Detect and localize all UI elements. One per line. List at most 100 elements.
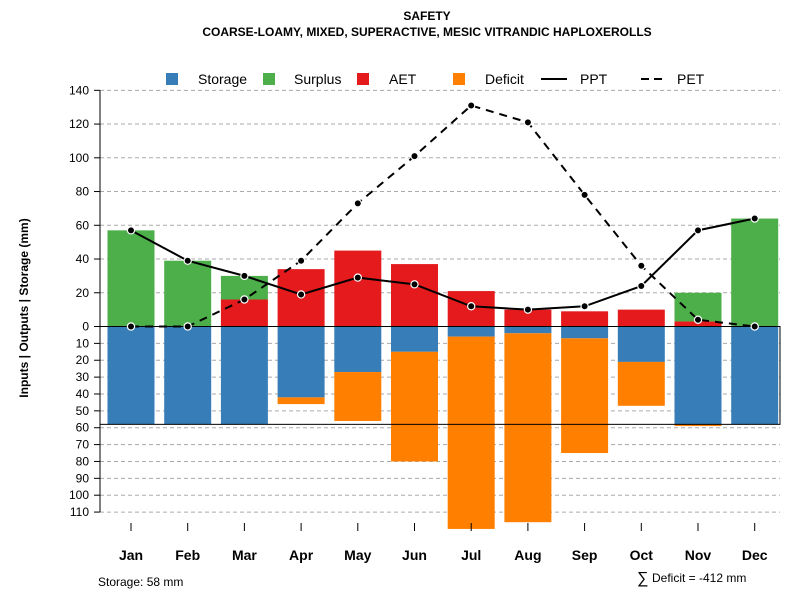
- deficit-bar: [504, 333, 552, 523]
- y-tick-label: 30: [76, 370, 90, 384]
- aet-bar: [220, 299, 268, 327]
- legend-label: PET: [677, 71, 705, 87]
- ppt-line-point: [637, 281, 646, 291]
- storage-bar: [731, 326, 779, 425]
- ppt-line-point: [693, 226, 703, 235]
- x-tick-label: Oct: [630, 547, 654, 563]
- deficit-bar: [561, 338, 609, 454]
- y-tick-label: 60: [76, 421, 90, 435]
- y-tick-label: 120: [69, 117, 89, 131]
- y-tick-label: 40: [76, 252, 90, 266]
- legend-label: Storage: [198, 71, 247, 87]
- y-tick-label: 40: [76, 387, 90, 401]
- axes: 0 20 40 60 80 100 120 140 10 20 30 40 50 60 70 80 90 100 1…: [69, 83, 768, 563]
- legend-label: AET: [389, 71, 417, 87]
- chart-title: SAFETY: [403, 9, 450, 23]
- legend-swatch: [166, 73, 178, 85]
- ppt-line-point: [353, 273, 362, 282]
- surplus-bar: [164, 260, 212, 327]
- storage-bar: [334, 326, 382, 373]
- y-tick-label: 90: [76, 471, 90, 485]
- deficit-sum-symbol: ∑: [637, 570, 648, 587]
- pet-line-point: [693, 315, 703, 324]
- storage-bar: [674, 326, 722, 425]
- pet-line-point: [750, 322, 759, 331]
- deficit-bar: [391, 351, 438, 462]
- storage-bar: [220, 326, 268, 425]
- y-tick-label: 100: [69, 488, 89, 502]
- storage-bar: [391, 326, 438, 352]
- deficit-bar: [447, 336, 495, 529]
- ppt-line-point: [240, 271, 249, 281]
- aet-bar: [674, 321, 722, 327]
- pet-line-point: [467, 101, 476, 110]
- pet-line: [131, 104, 755, 328]
- pet-line-point: [353, 199, 362, 208]
- pet-line-point: [637, 261, 646, 270]
- legend-swatch: [453, 73, 465, 85]
- chart-subtitle: COARSE-LOAMY, MIXED, SUPERACTIVE, MESIC …: [202, 25, 651, 39]
- legend-swatch: [263, 73, 275, 85]
- y-tick-label: 80: [76, 454, 90, 468]
- x-tick-label: Jun: [402, 547, 427, 563]
- storage-bar: [561, 326, 609, 339]
- aet-bar: [334, 250, 382, 327]
- surplus-bar: [107, 230, 155, 327]
- x-tick-label: Feb: [175, 547, 200, 563]
- pet-line-point: [183, 322, 192, 331]
- ppt-line-point: [580, 302, 589, 311]
- deficit-bar: [277, 397, 325, 405]
- legend-label: Deficit: [485, 71, 524, 87]
- ppt-line-point: [750, 214, 759, 223]
- aet-bar: [561, 311, 609, 327]
- legend-swatch: [357, 73, 369, 85]
- ppt-line-point: [126, 226, 136, 235]
- ppt-line-point: [296, 290, 306, 299]
- storage-bar: [447, 326, 495, 337]
- y-tick-label: 20: [76, 286, 90, 300]
- pet-line-point: [240, 295, 249, 304]
- y-tick-label: 0: [82, 320, 89, 334]
- x-tick-label: May: [344, 547, 371, 563]
- x-tick-label: Jan: [119, 547, 143, 563]
- y-tick-label: 10: [76, 336, 90, 350]
- ppt-line-point: [467, 302, 476, 311]
- x-tick-label: Dec: [742, 547, 768, 563]
- surplus-bar: [731, 218, 779, 327]
- y-axis-label: Inputs | Outputs | Storage (mm): [17, 218, 31, 397]
- bars: [99, 218, 781, 529]
- y-tick-label: 20: [76, 353, 90, 367]
- storage-bar: [504, 326, 552, 334]
- legend: Storage Surplus AET Deficit PPT PET: [166, 71, 705, 87]
- series-lines: [126, 101, 759, 331]
- y-tick-label: 80: [76, 185, 90, 199]
- ppt-line-point: [523, 305, 533, 314]
- gridlines: [100, 89, 780, 513]
- ppt-line-point: [410, 280, 419, 289]
- pet-line-point: [523, 118, 533, 127]
- pet-line-point: [580, 190, 589, 200]
- legend-label: Surplus: [294, 71, 341, 87]
- x-tick-label: Jul: [461, 547, 481, 563]
- x-tick-label: Nov: [685, 547, 712, 563]
- pet-line-point: [410, 151, 419, 161]
- storage-note: Storage: 58 mm: [98, 575, 183, 589]
- surplus-bar: [220, 275, 268, 300]
- y-tick-label: 110: [70, 505, 89, 519]
- pet-line-point: [296, 256, 306, 265]
- storage-bar: [617, 326, 665, 362]
- deficit-bar: [617, 361, 665, 406]
- y-tick-label: 50: [76, 404, 90, 418]
- aet-bar: [617, 309, 665, 327]
- storage-bar: [107, 326, 155, 425]
- aet-bar: [391, 264, 438, 327]
- deficit-bar: [334, 372, 382, 421]
- deficit-note: Deficit = -412 mm: [652, 571, 746, 585]
- x-tick-label: Aug: [514, 547, 541, 563]
- x-tick-label: Sep: [572, 547, 598, 563]
- legend-label: PPT: [580, 71, 608, 87]
- ppt-line: [130, 217, 755, 311]
- storage-bar: [277, 326, 325, 398]
- x-tick-label: Apr: [289, 547, 314, 563]
